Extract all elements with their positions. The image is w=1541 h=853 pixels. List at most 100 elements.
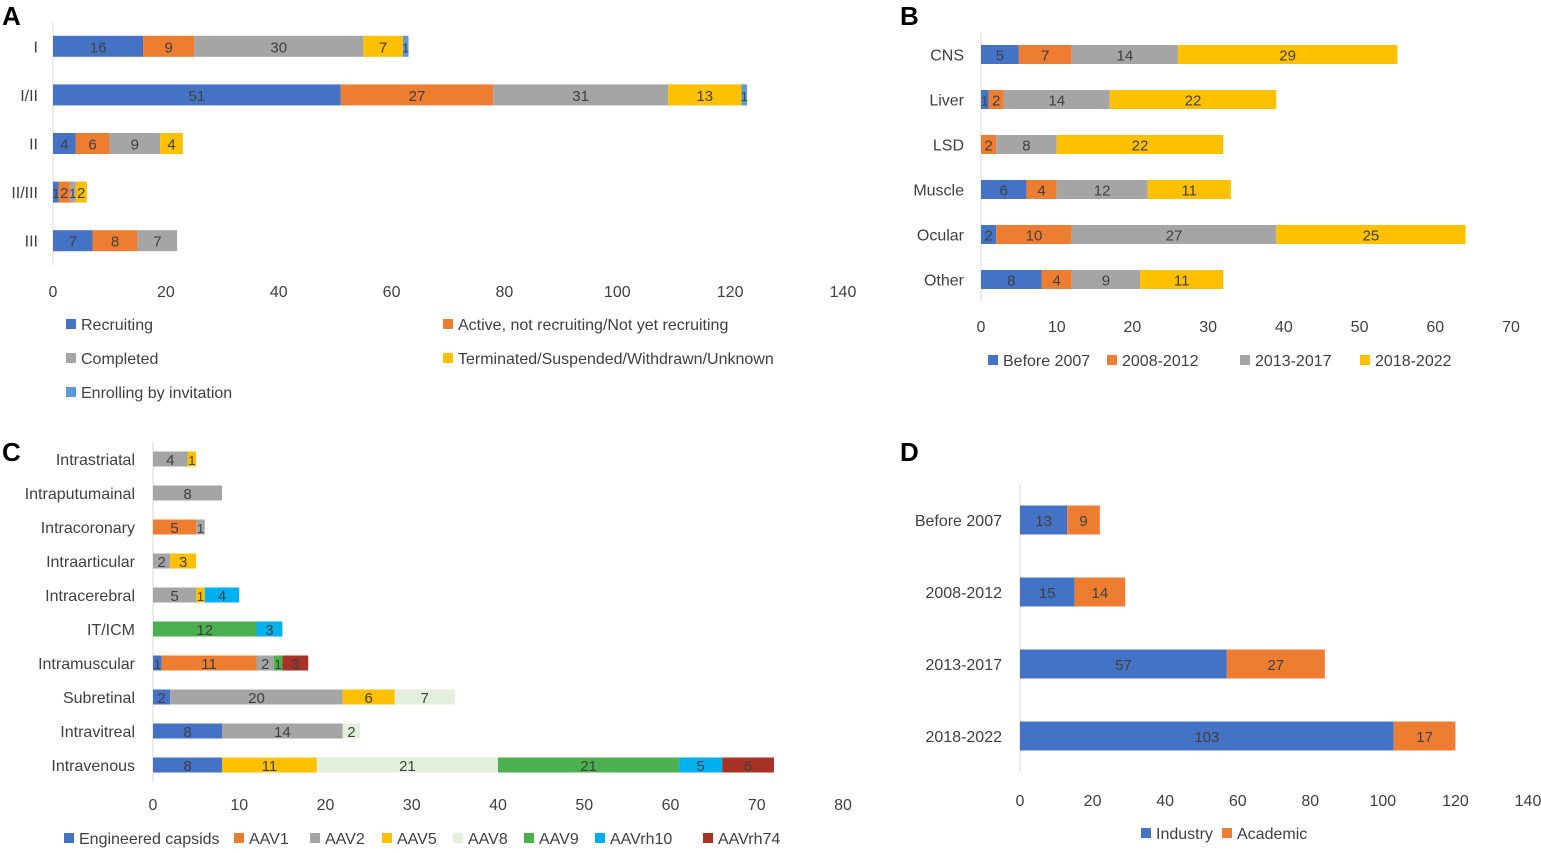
panel-b-data-label: 27 xyxy=(1166,228,1183,245)
panel-b-data-label: 12 xyxy=(1094,183,1111,200)
panel-c-bar-segment-engineered-capsids xyxy=(153,689,171,705)
panel-c-data-label: 2 xyxy=(347,724,355,741)
panel-b-bar-segment-2013-2017 xyxy=(1071,270,1140,289)
panel-b-legend-swatch xyxy=(1107,355,1117,365)
panel-b-bar-segment-2018-2022 xyxy=(1147,180,1231,199)
panel-a-data-label: 2 xyxy=(77,185,85,202)
panel-a-bar-segment-terminated-suspended-withdrawn-unknown xyxy=(363,35,403,57)
panel-a-bar-segment-recruiting xyxy=(53,181,59,203)
panel-a-bar-segment-active-not-recruiting-not-yet-recruiting xyxy=(143,35,195,57)
panel-c-data-label: 5 xyxy=(697,758,705,775)
panel-b-bar-segment-2018-2022 xyxy=(1140,270,1224,289)
panel-b-bar-segment-2018-2022 xyxy=(1276,225,1466,244)
panel-a-legend-swatch xyxy=(66,319,76,329)
panel-c-data-label: 3 xyxy=(179,554,187,571)
panel-c-bar-segment-aav8 xyxy=(316,757,498,773)
panel-a-data-label: 4 xyxy=(60,137,68,154)
panel-d-legend-label: Academic xyxy=(1237,826,1307,843)
panel-b-data-label: 10 xyxy=(1026,228,1043,245)
panel-d-data-label: 27 xyxy=(1267,657,1284,674)
panel-a-bar-segment-completed xyxy=(69,181,76,203)
panel-c-legend-label: AAV2 xyxy=(325,831,365,848)
panel-c-bar-segment-aavrh10 xyxy=(679,757,723,773)
panel-d-x-tick: 40 xyxy=(1156,793,1174,810)
panel-c-bar-segment-aav2 xyxy=(153,485,222,501)
panel-b-bar-segment-2008-2012 xyxy=(1041,270,1072,289)
panel-b-data-label: 9 xyxy=(1102,273,1110,290)
panel-c-bar-segment-aavrh10 xyxy=(204,587,240,603)
panel-c-x-tick: 40 xyxy=(489,797,507,814)
panel-d-data-label: 9 xyxy=(1079,513,1087,530)
panel-a-category-label: I xyxy=(34,39,38,56)
panel-a-x-tick: 120 xyxy=(717,284,744,301)
panel-c-bar-segment-aav5 xyxy=(187,451,197,467)
panel-d-bar-segment-academic xyxy=(1393,721,1456,751)
panel-b-bar-segment-2008-2012 xyxy=(1026,180,1057,199)
panel-a-data-label: 1 xyxy=(402,40,409,55)
panel-b-data-label: 8 xyxy=(1022,138,1030,155)
panel-c-data-label: 6 xyxy=(364,690,372,707)
panel-a-legend-swatch xyxy=(66,353,76,363)
panel-d-x-tick: 0 xyxy=(1016,793,1025,810)
panel-a-legend-swatch xyxy=(443,353,453,363)
panel-b-data-label: 25 xyxy=(1363,228,1380,245)
panel-c-legend-label: AAVrh10 xyxy=(610,831,672,848)
panel-c-x-tick: 80 xyxy=(834,797,852,814)
panel-b-legend-swatch xyxy=(988,355,998,365)
panel-c-data-label: 14 xyxy=(274,724,291,741)
panel-c-data-label: 11 xyxy=(201,656,217,673)
panel-d-legend-swatch xyxy=(1222,828,1232,838)
panel-a-data-label: 8 xyxy=(111,234,119,251)
panel-c-legend-label: AAV1 xyxy=(249,831,289,848)
panel-c-bar-segment-aavrh10 xyxy=(256,621,283,637)
panel-b-data-label: 5 xyxy=(996,48,1004,65)
panel-d-category-label: 2018-2022 xyxy=(925,729,1002,746)
panel-b-data-label: 2 xyxy=(984,228,992,245)
panel-c-bar-segment-aavrh74 xyxy=(722,757,774,773)
panel-b-category-label: Ocular xyxy=(917,228,965,245)
panel-d-x-tick: 140 xyxy=(1515,793,1541,810)
panel-c-bar-segment-aav1 xyxy=(153,519,197,535)
panel-b-bar-segment-2008-2012 xyxy=(996,225,1072,244)
panel-b-legend-label: 2008-2012 xyxy=(1122,353,1199,370)
panel-b-data-label: 14 xyxy=(1048,93,1065,110)
panel-c-bar-segment-aav2 xyxy=(153,553,171,569)
panel-c-legend-label: AAVrh74 xyxy=(718,831,780,848)
panel-c-x-tick: 10 xyxy=(230,797,248,814)
panel-c-x-tick: 20 xyxy=(317,797,335,814)
panel-a-bar-segment-enrolling-by-invitation xyxy=(741,84,748,106)
panel-a-data-label: 16 xyxy=(90,39,107,56)
panel-a-data-label: 9 xyxy=(131,137,139,154)
panel-a-data-label: 31 xyxy=(572,88,589,105)
panel-d-bar-segment-academic xyxy=(1074,577,1126,607)
panel-c-bar-segment-aav2 xyxy=(153,587,197,603)
panel-b-x-tick: 10 xyxy=(1048,319,1066,336)
panel-a-bar-segment-active-not-recruiting-not-yet-recruiting xyxy=(92,230,138,252)
panel-c-legend-swatch xyxy=(453,833,463,843)
panel-b-bar-segment-2013-2017 xyxy=(1071,225,1277,244)
panel-a-data-label: 6 xyxy=(88,137,96,154)
panel-c-data-label: 8 xyxy=(183,486,191,503)
panel-d-x-tick: 120 xyxy=(1442,793,1469,810)
panel-d-data-label: 13 xyxy=(1035,513,1052,530)
panel-b-bar-segment-2018-2022 xyxy=(1109,90,1277,109)
panel-b-bar-segment-2013-2017 xyxy=(1071,45,1178,64)
panel-b-category-label: LSD xyxy=(933,138,964,155)
panel-d-category-label: 2013-2017 xyxy=(925,657,1002,674)
panel-c-bar-segment-aav9 xyxy=(153,621,257,637)
panel-a-bar-segment-recruiting xyxy=(53,84,341,106)
panel-b-data-label: 1 xyxy=(981,94,988,109)
panel-a-data-label: 1 xyxy=(69,186,76,201)
panel-a-legend-label: Completed xyxy=(81,351,158,368)
panel-c-data-label: 1 xyxy=(188,453,195,468)
panel-c-data-label: 21 xyxy=(580,758,597,775)
panel-c-bar-segment-aav2 xyxy=(170,689,343,705)
panel-a-bar-segment-terminated-suspended-withdrawn-unknown xyxy=(160,133,183,154)
panel-a-category-label: I/II xyxy=(20,88,38,105)
panel-c-bar-segment-engineered-capsids xyxy=(153,757,222,773)
panel-c-legend-swatch xyxy=(310,833,320,843)
panel-d-data-label: 17 xyxy=(1416,729,1433,746)
panel-a-bar-segment-completed xyxy=(493,84,669,106)
panel-c-category-label: Intracerebral xyxy=(45,588,135,605)
